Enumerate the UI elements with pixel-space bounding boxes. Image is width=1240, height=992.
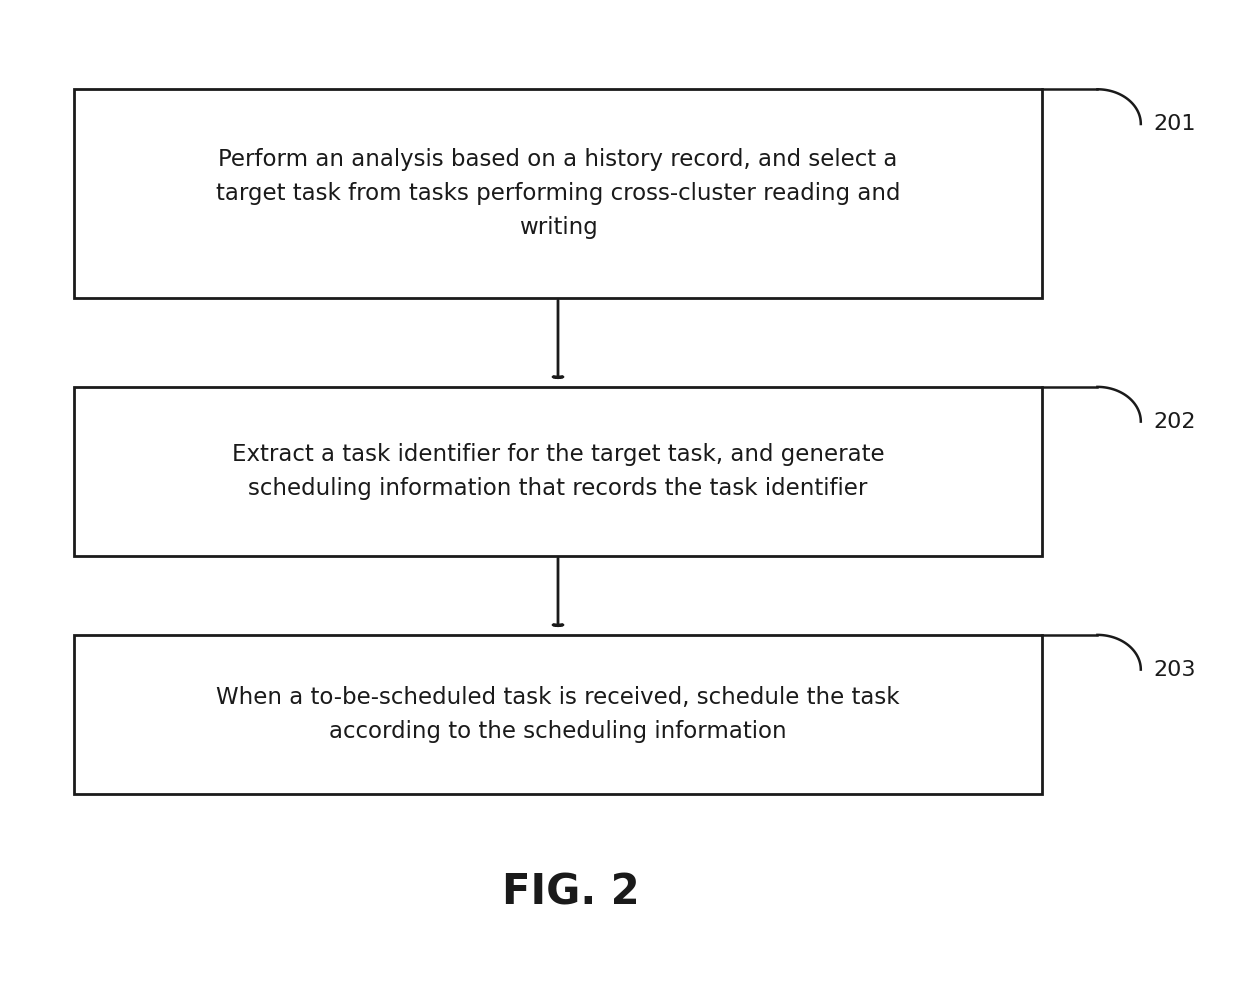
- FancyBboxPatch shape: [74, 89, 1042, 298]
- FancyBboxPatch shape: [74, 387, 1042, 556]
- Text: 203: 203: [1153, 660, 1195, 680]
- Text: FIG. 2: FIG. 2: [502, 872, 639, 914]
- Text: Perform an analysis based on a history record, and select a
target task from tas: Perform an analysis based on a history r…: [216, 148, 900, 239]
- FancyBboxPatch shape: [74, 635, 1042, 794]
- Text: Extract a task identifier for the target task, and generate
scheduling informati: Extract a task identifier for the target…: [232, 442, 884, 500]
- Text: 201: 201: [1153, 114, 1195, 134]
- Text: When a to-be-scheduled task is received, schedule the task
according to the sche: When a to-be-scheduled task is received,…: [216, 685, 900, 743]
- Text: 202: 202: [1153, 412, 1195, 432]
